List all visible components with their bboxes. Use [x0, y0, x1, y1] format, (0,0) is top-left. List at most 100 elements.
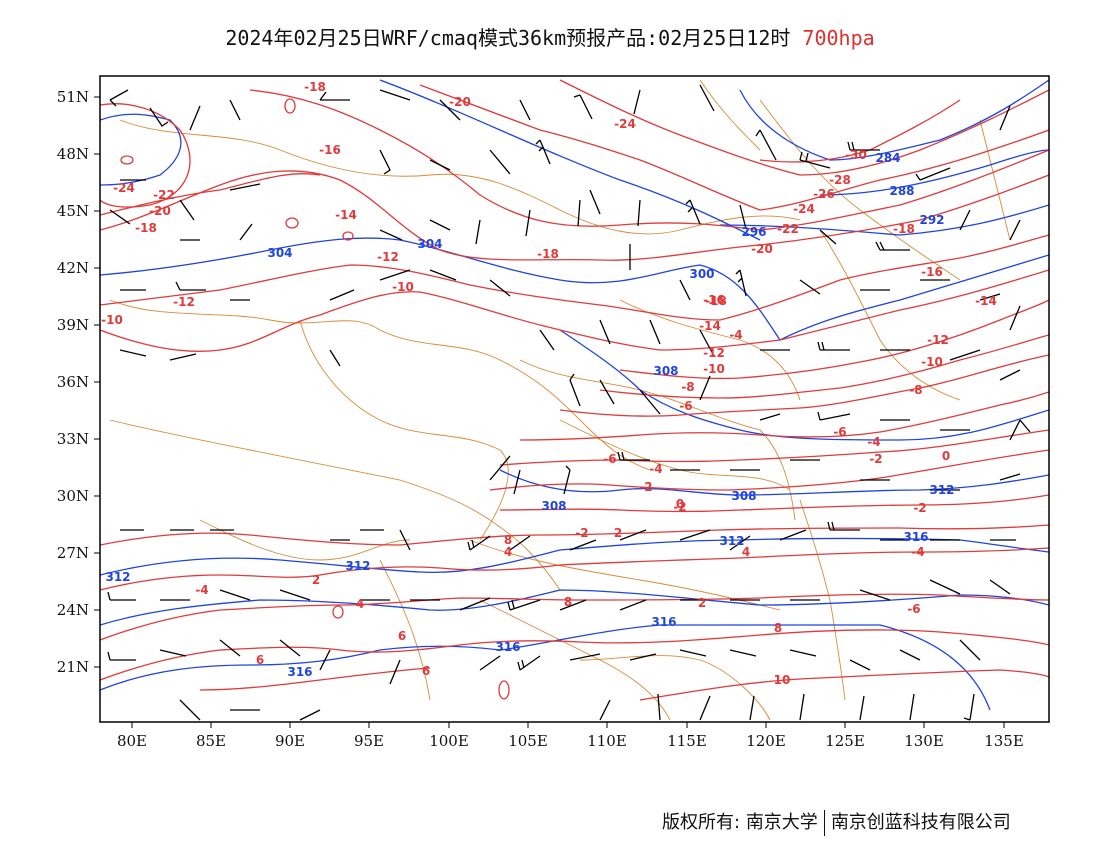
temp-label: 4: [504, 545, 512, 559]
temp-label: -18: [135, 221, 157, 235]
height-label: 300: [689, 267, 714, 281]
temperature-labels: -18 -20 -24 -30 -16 -22 -24 -20 -18 -28 …: [101, 80, 997, 687]
temp-label: -12: [377, 250, 399, 264]
lat-tick-label: 39N: [57, 316, 89, 334]
temp-label: 8: [504, 533, 512, 547]
height-label: 312: [929, 483, 954, 497]
height-label: 288: [889, 184, 914, 198]
lat-tick-label: 21N: [57, 658, 89, 676]
height-label: 316: [651, 615, 676, 629]
temp-label: -24: [113, 181, 135, 195]
temp-label: -8: [909, 383, 922, 397]
height-label: 308: [731, 489, 756, 503]
temp-label: 2: [698, 596, 706, 610]
temp-label: -2: [575, 526, 588, 540]
boundary-lines: [109, 79, 1011, 721]
temp-label: -12: [703, 346, 725, 360]
temp-label: -18: [893, 222, 915, 236]
height-label: 308: [653, 364, 678, 378]
temp-label: -16: [703, 293, 725, 307]
height-label: 312: [345, 559, 370, 573]
temp-label: -24: [793, 202, 815, 216]
temp-label: 6: [256, 653, 264, 667]
footer-divider: [823, 810, 825, 836]
temp-label: -6: [679, 399, 692, 413]
temp-label: -18: [537, 247, 559, 261]
height-label: 304: [417, 237, 442, 251]
height-label: 316: [287, 665, 312, 679]
lon-tick-label: 90E: [275, 732, 305, 750]
temp-label: -20: [449, 95, 471, 109]
lon-tick-label: 105E: [508, 732, 548, 750]
temp-label: -2: [913, 501, 926, 515]
temp-label: -6: [603, 452, 616, 466]
temp-label: 6: [398, 629, 406, 643]
temp-label: -4: [195, 583, 208, 597]
temp-label: -18: [705, 294, 727, 308]
lon-tick-label: 85E: [196, 732, 226, 750]
copyright-footer: 版权所有: 南京大学 南京创蓝科技有限公司: [662, 808, 1011, 836]
lat-tick-label: 30N: [57, 487, 89, 505]
lon-tick-label: 125E: [825, 732, 865, 750]
height-label: 316: [495, 640, 520, 654]
temp-label: -16: [921, 265, 943, 279]
university-name: 南京大学: [745, 812, 818, 833]
lat-tick-label: 48N: [57, 145, 89, 163]
temp-label: 0: [942, 449, 950, 463]
temp-label: 0: [676, 497, 684, 511]
geopotential-labels: 284 288 292 296 300 304 304 308 308 308 …: [105, 151, 954, 679]
temp-label: 4: [742, 545, 750, 559]
temperature-contours: [100, 79, 1049, 701]
latitude-axis: [94, 96, 100, 668]
map-title: 2024年02月25日WRF/cmaq模式36km预报产品:02月25日12时 7…: [0, 22, 1100, 51]
temp-label: -2: [639, 480, 652, 494]
height-label: 296: [741, 225, 766, 239]
lon-tick-label: 100E: [429, 732, 469, 750]
pressure-level: 700hpa: [802, 26, 875, 50]
temp-label: 8: [774, 621, 782, 635]
wind-barbs: [107, 84, 1031, 721]
temp-label: -8: [681, 380, 694, 394]
temp-label: -28: [829, 173, 851, 187]
lat-tick-label: 24N: [57, 601, 89, 619]
temp-label: -4: [649, 462, 662, 476]
lon-tick-label: 130E: [904, 732, 944, 750]
temp-label: -6: [833, 425, 846, 439]
temp-label: -22: [153, 188, 175, 202]
lon-tick-label: 135E: [984, 732, 1024, 750]
temp-label: -4: [911, 545, 924, 559]
lon-tick-label: 80E: [117, 732, 147, 750]
copyright-label: 版权所有:: [662, 812, 741, 833]
temp-label: -14: [699, 319, 721, 333]
temp-label: -20: [751, 242, 773, 256]
temp-label: -16: [319, 143, 341, 157]
temp-label: 10: [774, 673, 791, 687]
temp-label: -2: [869, 452, 882, 466]
lon-tick-label: 95E: [354, 732, 384, 750]
temp-label: 2: [614, 526, 622, 540]
temp-label: 6: [422, 664, 430, 678]
company-name: 南京创蓝科技有限公司: [830, 812, 1011, 833]
lat-tick-label: 36N: [57, 373, 89, 391]
temp-label: -4: [729, 328, 742, 342]
height-label: 312: [719, 534, 744, 548]
lat-tick-label: 45N: [57, 202, 89, 220]
temp-label: 4: [356, 597, 364, 611]
lat-tick-label: 42N: [57, 259, 89, 277]
temp-label: -14: [335, 208, 357, 222]
height-label: 284: [875, 151, 900, 165]
height-label: 304: [267, 246, 292, 260]
height-label: 312: [105, 570, 130, 584]
temp-label: -10: [921, 355, 943, 369]
lon-tick-label: 120E: [746, 732, 786, 750]
lat-tick-label: 27N: [57, 544, 89, 562]
temp-label: -22: [777, 222, 799, 236]
lon-tick-label: 110E: [587, 732, 627, 750]
latitude-labels: 51N 48N 45N 42N 39N 36N 33N 30N 27N 24N …: [57, 88, 89, 676]
temp-label: -2: [673, 500, 686, 514]
longitude-labels: 80E 85E 90E 95E 100E 105E 110E 115E 120E…: [117, 732, 1024, 750]
temp-label: 8: [564, 595, 572, 609]
temp-label: -6: [907, 602, 920, 616]
lat-tick-label: 33N: [57, 430, 89, 448]
